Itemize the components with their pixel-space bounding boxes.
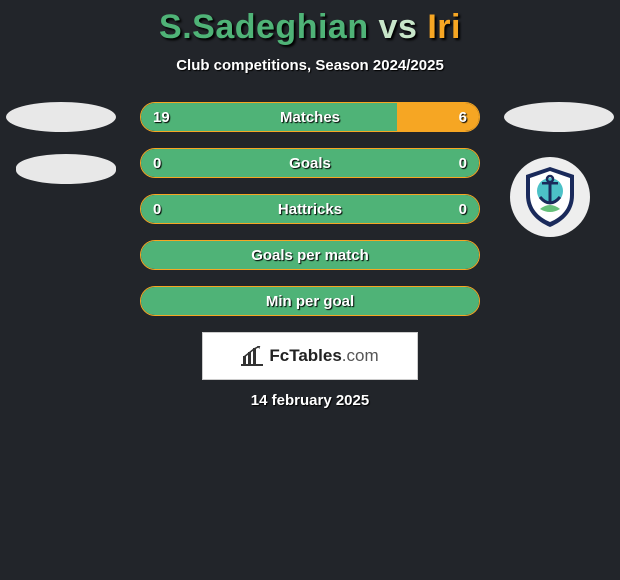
player2-avatar-1 xyxy=(504,102,614,132)
stat-row-goals: 0 Goals 0 xyxy=(140,148,480,178)
player2-name: Iri xyxy=(427,8,461,46)
bar-left xyxy=(141,149,480,177)
brand-logo: FcTables.com xyxy=(202,332,418,380)
stat-row-hattricks: 0 Hattricks 0 xyxy=(140,194,480,224)
bar-left xyxy=(141,103,399,131)
bar-container: 19 Matches 6 xyxy=(140,102,480,132)
subtitle: Club competitions, Season 2024/2025 xyxy=(0,57,620,74)
club-crest-icon xyxy=(518,165,582,229)
title: S.Sadeghian vs Iri xyxy=(0,8,620,47)
stat-row-goals-per-match: Goals per match xyxy=(140,240,480,270)
bar-container: Min per goal xyxy=(140,286,480,316)
bar-container: 0 Goals 0 xyxy=(140,148,480,178)
bar-right xyxy=(397,103,479,131)
vs-separator: vs xyxy=(379,8,418,46)
brand-text-main: FcTables xyxy=(269,346,341,365)
bar-left xyxy=(141,195,480,223)
stats-area: 19 Matches 6 0 Goals 0 0 Hattricks 0 xyxy=(0,102,620,316)
stat-row-min-per-goal: Min per goal xyxy=(140,286,480,316)
player1-avatar-2 xyxy=(16,154,116,184)
bar-left xyxy=(141,287,480,315)
brand-text-suffix: .com xyxy=(342,346,379,365)
bar-left xyxy=(141,241,480,269)
infographic-root: S.Sadeghian vs Iri Club competitions, Se… xyxy=(0,0,620,409)
club-badge xyxy=(510,157,590,237)
brand-text: FcTables.com xyxy=(269,346,378,366)
bar-container: 0 Hattricks 0 xyxy=(140,194,480,224)
bar-container: Goals per match xyxy=(140,240,480,270)
stat-row-matches: 19 Matches 6 xyxy=(140,102,480,132)
player1-name: S.Sadeghian xyxy=(159,8,369,46)
player1-avatar-1 xyxy=(6,102,116,132)
footer-date: 14 february 2025 xyxy=(0,392,620,409)
bar-chart-icon xyxy=(241,346,263,366)
